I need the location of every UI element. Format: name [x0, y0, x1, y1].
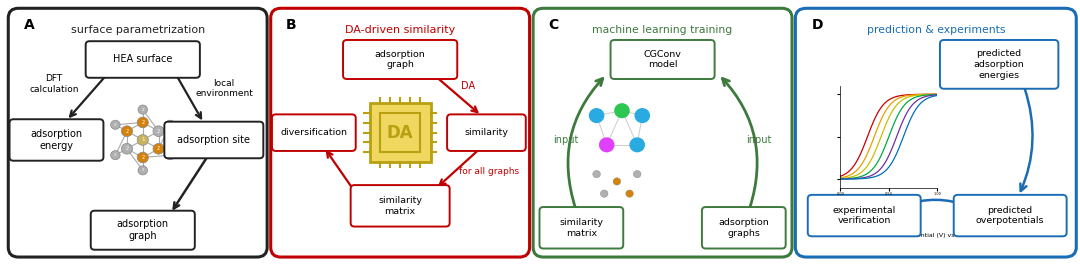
Circle shape: [630, 138, 645, 152]
Circle shape: [165, 151, 175, 160]
Text: adsorption site: adsorption site: [177, 135, 251, 145]
Circle shape: [110, 120, 120, 129]
Text: 2: 2: [114, 153, 117, 157]
FancyBboxPatch shape: [272, 114, 355, 151]
Text: prediction & experiments: prediction & experiments: [866, 25, 1005, 35]
Text: DA-driven similarity: DA-driven similarity: [345, 25, 456, 35]
Text: 2: 2: [114, 123, 117, 127]
Text: similarity
matrix: similarity matrix: [559, 218, 604, 238]
FancyBboxPatch shape: [534, 8, 792, 257]
Circle shape: [615, 104, 629, 118]
Circle shape: [625, 190, 633, 197]
Text: 1: 1: [141, 137, 145, 143]
Text: B: B: [286, 18, 297, 32]
Circle shape: [121, 126, 133, 137]
Text: adsorption
energy: adsorption energy: [30, 129, 82, 151]
Circle shape: [600, 190, 608, 197]
Text: diversification: diversification: [281, 128, 348, 137]
FancyBboxPatch shape: [85, 41, 200, 78]
Text: surface parametrization: surface parametrization: [70, 25, 205, 35]
Text: DFT
calculation: DFT calculation: [29, 74, 79, 94]
FancyBboxPatch shape: [9, 8, 267, 257]
FancyBboxPatch shape: [351, 185, 449, 226]
Text: 2: 2: [125, 129, 129, 134]
FancyBboxPatch shape: [702, 207, 785, 248]
Text: DA: DA: [461, 81, 475, 91]
Circle shape: [633, 170, 642, 178]
FancyBboxPatch shape: [940, 40, 1058, 89]
Circle shape: [121, 143, 133, 154]
FancyBboxPatch shape: [10, 119, 104, 161]
Text: similarity: similarity: [464, 128, 509, 137]
Text: 2: 2: [141, 168, 144, 172]
FancyBboxPatch shape: [610, 40, 715, 79]
Circle shape: [137, 135, 148, 145]
Text: machine learning training: machine learning training: [593, 25, 732, 35]
Circle shape: [137, 152, 148, 163]
Circle shape: [153, 126, 164, 137]
Circle shape: [593, 170, 600, 178]
Circle shape: [137, 117, 148, 128]
Circle shape: [153, 143, 164, 154]
Text: input: input: [553, 135, 579, 145]
FancyBboxPatch shape: [271, 8, 529, 257]
Text: A: A: [24, 18, 35, 32]
Circle shape: [138, 105, 148, 114]
Circle shape: [635, 109, 649, 122]
Text: input: input: [746, 135, 772, 145]
Text: local
environment: local environment: [195, 79, 253, 98]
Text: CGConv
model: CGConv model: [644, 50, 681, 69]
Text: 2: 2: [125, 146, 129, 151]
FancyBboxPatch shape: [343, 40, 457, 79]
Text: Current
density
(a.u.): Current density (a.u.): [904, 124, 924, 141]
FancyBboxPatch shape: [164, 122, 264, 158]
Circle shape: [599, 138, 613, 152]
FancyBboxPatch shape: [380, 113, 420, 152]
Text: adsorption
graph: adsorption graph: [375, 50, 426, 69]
Text: DA: DA: [387, 124, 414, 142]
Text: 2: 2: [141, 107, 144, 111]
Text: 2: 2: [157, 146, 160, 151]
FancyBboxPatch shape: [91, 211, 194, 250]
Circle shape: [590, 109, 604, 122]
Text: adsorption
graph: adsorption graph: [117, 219, 168, 241]
Text: 2: 2: [168, 123, 172, 127]
Text: predicted
adsorption
energies: predicted adsorption energies: [974, 49, 1025, 80]
Circle shape: [110, 151, 120, 160]
Text: for all graphs: for all graphs: [459, 167, 518, 176]
Text: Potential (V) vs RHE: Potential (V) vs RHE: [907, 233, 970, 238]
FancyBboxPatch shape: [369, 103, 431, 162]
Text: HEA surface: HEA surface: [113, 54, 173, 65]
Text: similarity
matrix: similarity matrix: [378, 196, 422, 216]
FancyBboxPatch shape: [540, 207, 623, 248]
Text: D: D: [812, 18, 823, 32]
Circle shape: [138, 166, 148, 175]
FancyBboxPatch shape: [954, 195, 1067, 236]
Text: experimental
verification: experimental verification: [833, 206, 895, 225]
Text: C: C: [549, 18, 558, 32]
FancyBboxPatch shape: [447, 114, 526, 151]
FancyBboxPatch shape: [808, 195, 920, 236]
Text: 2: 2: [141, 155, 145, 160]
Text: adsorption
graphs: adsorption graphs: [718, 218, 769, 238]
FancyBboxPatch shape: [795, 8, 1077, 257]
Text: 2: 2: [157, 129, 160, 134]
Text: predicted
overpotentials: predicted overpotentials: [976, 206, 1044, 225]
Text: 2: 2: [141, 120, 145, 125]
Circle shape: [165, 120, 175, 129]
Text: 2: 2: [168, 153, 172, 157]
Circle shape: [613, 178, 621, 185]
